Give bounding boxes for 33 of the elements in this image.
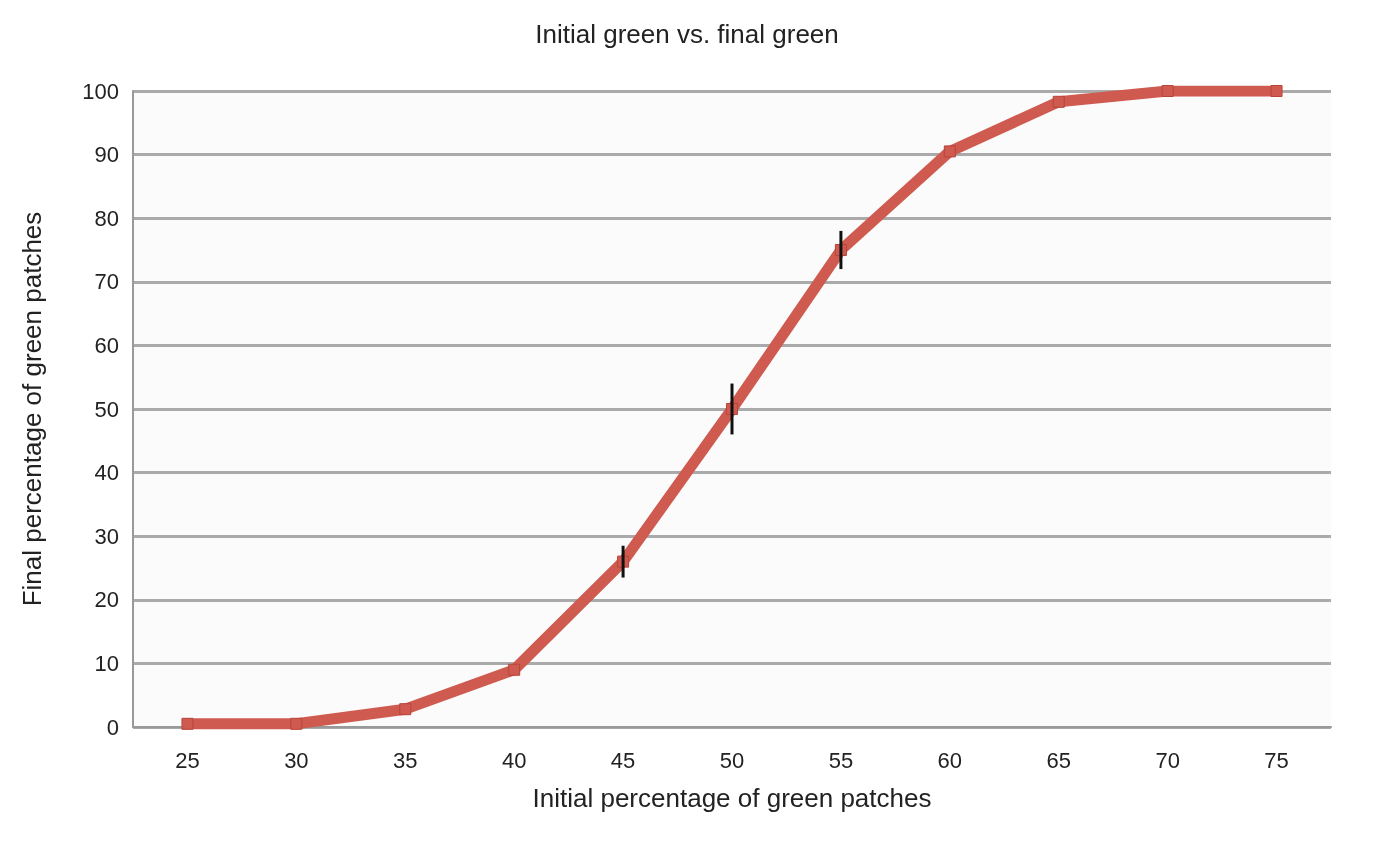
y-tick-label: 90 (94, 142, 119, 168)
x-tick-label: 25 (175, 747, 200, 773)
point (290, 717, 303, 730)
y-tick-label: 20 (94, 587, 119, 613)
x-tick-label: 35 (393, 747, 418, 773)
x-axis-title: Initial percentage of green patches (532, 783, 932, 813)
chart-title: Initial green vs. final green (535, 19, 839, 49)
x-tick-label: 60 (937, 747, 963, 773)
y-tick-label: 40 (94, 460, 119, 486)
y-tick-label: 70 (94, 269, 119, 295)
x-tick-label: 50 (719, 747, 745, 773)
y-tick-label: 100 (82, 78, 119, 104)
y-tick-label: 50 (94, 396, 119, 422)
point (399, 703, 412, 716)
x-tick-label: 40 (501, 747, 527, 773)
point (508, 663, 521, 676)
point (1052, 95, 1065, 108)
y-tick-label: 80 (94, 205, 119, 231)
y-tick-label: 60 (94, 332, 119, 358)
x-tick-label: 30 (284, 747, 309, 773)
x-tick-label: 65 (1046, 747, 1071, 773)
point (1161, 85, 1174, 97)
point (1270, 85, 1283, 97)
x-tick-label: 55 (828, 747, 854, 773)
y-tick-label: 0 (106, 714, 119, 740)
x-tick-label: 70 (1155, 747, 1180, 773)
point (943, 145, 956, 158)
y-tick-label: 30 (94, 523, 119, 549)
y-tick-label: 10 (94, 650, 119, 676)
point (181, 717, 194, 730)
x-tick-label: 45 (610, 747, 636, 773)
y-axis-title: Final percentage of green patches (17, 211, 47, 607)
x-tick-label: 75 (1264, 747, 1289, 773)
